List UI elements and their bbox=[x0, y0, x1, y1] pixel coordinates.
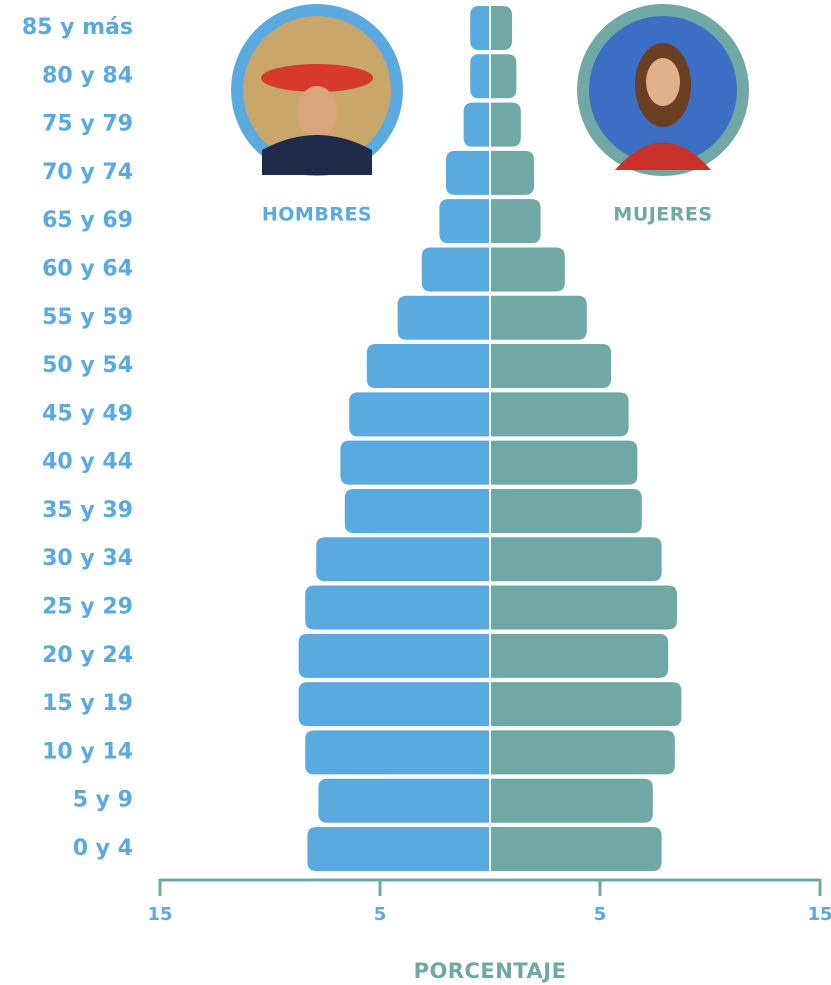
bar bbox=[305, 730, 490, 775]
bar bbox=[305, 585, 490, 630]
x-tick-label: 5 bbox=[374, 904, 387, 925]
category-label: 60 y 64 bbox=[42, 256, 133, 281]
bar bbox=[490, 295, 587, 340]
bar bbox=[397, 295, 490, 340]
bar bbox=[307, 827, 490, 871]
x-tick-label: 5 bbox=[594, 904, 607, 925]
bar bbox=[421, 247, 490, 292]
bar bbox=[490, 827, 662, 871]
bar bbox=[490, 778, 653, 823]
male-face bbox=[297, 86, 337, 138]
category-label: 75 y 79 bbox=[42, 112, 133, 137]
category-label: 50 y 54 bbox=[42, 353, 133, 378]
bar bbox=[490, 247, 565, 292]
bar bbox=[490, 392, 629, 437]
male-body bbox=[262, 135, 372, 175]
bar bbox=[463, 102, 490, 147]
category-label: 85 y más bbox=[22, 15, 133, 40]
male-hat bbox=[261, 64, 373, 92]
category-label: 65 y 69 bbox=[42, 208, 133, 233]
bar bbox=[349, 392, 490, 437]
bar bbox=[490, 6, 512, 50]
category-label: 5 y 9 bbox=[73, 788, 133, 813]
category-label: 0 y 4 bbox=[73, 836, 133, 861]
bar bbox=[316, 537, 490, 582]
category-label: 30 y 34 bbox=[42, 546, 133, 571]
bar bbox=[470, 6, 490, 50]
bar bbox=[366, 344, 490, 389]
category-label: 45 y 49 bbox=[42, 401, 133, 426]
female-face bbox=[646, 58, 680, 106]
bar bbox=[490, 54, 517, 99]
bar bbox=[340, 440, 490, 485]
bar bbox=[470, 54, 490, 99]
bar bbox=[490, 585, 677, 630]
bar bbox=[490, 537, 662, 582]
category-label: 80 y 84 bbox=[42, 63, 133, 88]
female-body bbox=[615, 142, 711, 170]
category-label: 20 y 24 bbox=[42, 643, 133, 668]
bar bbox=[490, 199, 541, 244]
legend-label: HOMBRES bbox=[262, 204, 372, 226]
legend-label: MUJERES bbox=[613, 204, 712, 226]
category-label: 55 y 59 bbox=[42, 305, 133, 330]
bar bbox=[298, 682, 490, 727]
bar bbox=[490, 344, 611, 389]
category-label: 40 y 44 bbox=[42, 450, 133, 475]
bar bbox=[298, 633, 490, 678]
portraits bbox=[231, 4, 749, 176]
category-label: 10 y 14 bbox=[42, 739, 133, 764]
bar bbox=[490, 150, 534, 195]
bar bbox=[490, 440, 638, 485]
bar bbox=[318, 778, 490, 823]
bar bbox=[490, 682, 682, 727]
bar bbox=[490, 488, 642, 533]
bar bbox=[490, 730, 675, 775]
bar bbox=[490, 633, 669, 678]
axis-title: PORCENTAJE bbox=[414, 959, 567, 983]
bar bbox=[344, 488, 490, 533]
x-tick-label: 15 bbox=[147, 904, 172, 925]
x-tick-label: 15 bbox=[807, 904, 831, 925]
bar bbox=[439, 199, 490, 244]
bar bbox=[446, 150, 490, 195]
category-label: 15 y 19 bbox=[42, 691, 133, 716]
bar bbox=[490, 102, 521, 147]
category-label: 70 y 74 bbox=[42, 160, 133, 185]
category-label: 25 y 29 bbox=[42, 595, 133, 620]
category-label: 35 y 39 bbox=[42, 498, 133, 523]
